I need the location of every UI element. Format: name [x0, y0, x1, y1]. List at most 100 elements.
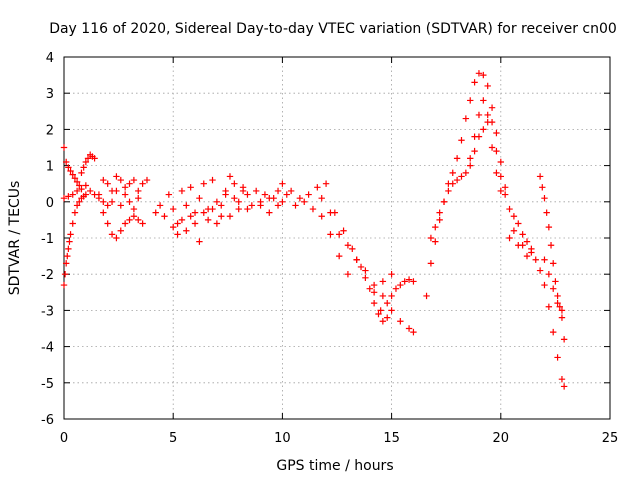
data-point [497, 187, 504, 195]
data-point [71, 175, 79, 182]
data-point [366, 285, 373, 292]
data-point [126, 216, 133, 224]
data-point [204, 216, 212, 224]
data-point [65, 193, 72, 200]
data-point [67, 167, 74, 175]
data-point [405, 325, 413, 332]
x-axis-label: GPS time / hours [276, 458, 393, 474]
data-point [423, 292, 430, 300]
data-point [78, 185, 85, 193]
data-point [73, 178, 81, 186]
series-arc-10 [279, 180, 391, 325]
series-arc-1 [60, 144, 98, 189]
data-point [222, 191, 229, 198]
series-arc-5 [100, 209, 146, 242]
y-tick-label: 2 [46, 123, 54, 138]
data-point [547, 242, 555, 249]
data-point [467, 155, 474, 162]
data-point [462, 115, 470, 122]
data-point [183, 202, 190, 209]
series-arc-13 [423, 70, 513, 300]
series-arc-6 [108, 187, 142, 213]
data-point [183, 227, 190, 234]
data-point [379, 318, 387, 325]
data-point [287, 187, 295, 195]
data-point [379, 292, 387, 300]
data-point [69, 171, 76, 178]
data-point [410, 328, 417, 336]
data-point [449, 169, 456, 177]
data-point [226, 213, 234, 220]
data-point [362, 274, 369, 282]
data-point [427, 234, 435, 242]
y-tick-label: -5 [41, 377, 54, 392]
grid [64, 57, 610, 419]
series-arc-16 [506, 227, 568, 390]
data-point [515, 220, 522, 227]
data-point [467, 162, 474, 169]
data-point [170, 205, 177, 213]
data-point [554, 354, 561, 361]
series-arc-2 [60, 191, 90, 289]
data-point [84, 155, 92, 162]
data-point [78, 169, 85, 177]
data-point [556, 303, 563, 310]
series-arc-7 [152, 173, 286, 227]
x-tick-label: 25 [602, 431, 619, 446]
data-point [65, 164, 72, 171]
data-point [301, 198, 308, 205]
y-tick-label: -4 [41, 341, 54, 356]
data-point [104, 202, 111, 209]
data-point [388, 271, 395, 278]
data-point [405, 276, 413, 283]
y-tick-label: -1 [41, 232, 54, 247]
data-point [353, 256, 360, 263]
data-point [379, 278, 387, 285]
x-tick-label: 10 [274, 431, 291, 446]
data-point [445, 187, 452, 195]
data-point [370, 289, 378, 296]
data-point [550, 285, 557, 292]
data-point [506, 234, 513, 242]
data-point [73, 187, 81, 195]
data-point [218, 213, 225, 220]
data-point [322, 180, 330, 187]
data-point [95, 191, 103, 198]
data-point [375, 310, 382, 318]
data-point [292, 202, 299, 209]
y-tick-label: -3 [41, 304, 54, 319]
data-point [388, 307, 395, 314]
data-point [552, 278, 559, 285]
data-point [117, 202, 124, 209]
data-point [174, 231, 181, 238]
series-arc-12 [377, 276, 417, 314]
data-point [501, 191, 509, 198]
data-point [218, 202, 225, 209]
data-point [200, 180, 207, 187]
data-point [331, 209, 339, 216]
data-point [121, 184, 129, 191]
data-point [558, 314, 566, 321]
data-point [279, 180, 286, 187]
data-point [130, 205, 138, 213]
data-point [528, 245, 535, 253]
data-point [82, 158, 90, 166]
data-point [432, 223, 439, 231]
chart-title: Day 116 of 2020, Sidereal Day-to-day VTE… [49, 21, 617, 37]
data-points [60, 70, 568, 390]
data-point [510, 227, 518, 234]
x-tick-label: 0 [60, 431, 68, 446]
data-point [501, 184, 509, 191]
data-point [475, 133, 483, 140]
data-point [209, 205, 216, 213]
series-arc-14 [427, 97, 504, 242]
data-point [139, 180, 146, 187]
data-point [401, 278, 408, 285]
x-tick-label: 20 [493, 431, 510, 446]
data-point [239, 187, 247, 195]
data-point [244, 191, 251, 198]
data-point [174, 220, 181, 227]
data-point [539, 184, 546, 191]
data-point [410, 278, 417, 285]
